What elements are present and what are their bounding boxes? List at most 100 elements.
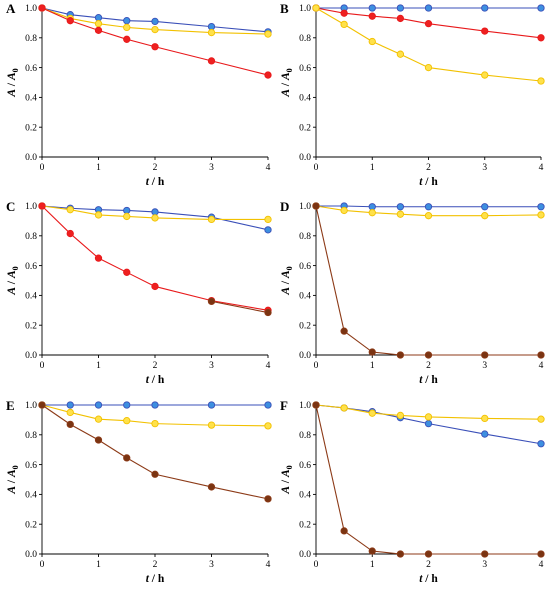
x-tick-label: 2 (153, 163, 158, 173)
series-blue (312, 4, 545, 12)
y-tick-label: 0.4 (25, 491, 37, 501)
data-point (537, 550, 545, 558)
y-axis-label: A / A0 (6, 266, 20, 295)
data-point (481, 71, 489, 79)
x-tick-label: 0 (40, 560, 45, 570)
data-point (424, 19, 433, 28)
x-tick-label: 2 (426, 560, 431, 570)
data-point (424, 203, 433, 211)
y-tick-label: 0.2 (299, 123, 311, 133)
data-point (123, 212, 131, 221)
data-point (481, 212, 489, 220)
y-tick-label: 1.0 (299, 4, 311, 14)
data-point (66, 17, 74, 25)
data-point (264, 215, 272, 224)
x-tick-label: 1 (370, 163, 375, 173)
y-tick-label: 0.8 (25, 34, 37, 44)
data-point (368, 348, 376, 356)
y-tick-label: 0.6 (299, 262, 311, 272)
x-tick-label: 2 (153, 560, 158, 570)
data-point (537, 4, 545, 12)
data-point (123, 454, 131, 462)
data-point (264, 71, 272, 79)
y-tick-label: 1.0 (25, 401, 37, 411)
data-point (368, 12, 376, 20)
data-point (207, 215, 216, 224)
data-point (396, 4, 405, 12)
x-axis-label: t / h (419, 176, 438, 188)
panel-letter: B (280, 1, 289, 16)
y-tick-label: 0.6 (25, 64, 37, 74)
series-brown (207, 297, 272, 317)
data-point (424, 63, 433, 72)
x-tick-label: 3 (209, 361, 214, 371)
y-tick-label: 0.0 (25, 153, 37, 163)
data-point (481, 4, 489, 12)
data-point (424, 419, 433, 428)
x-axis-label: t / h (146, 573, 165, 585)
x-tick-label: 4 (266, 163, 271, 173)
y-axis-label: A / A0 (280, 68, 294, 97)
y-tick-label: 0.0 (299, 550, 311, 560)
y-tick-label: 0.8 (299, 34, 311, 44)
data-point (537, 351, 545, 359)
x-tick-label: 0 (314, 560, 319, 570)
data-point (94, 26, 103, 34)
x-tick-label: 2 (426, 361, 431, 371)
x-tick-label: 2 (153, 361, 158, 371)
data-point (396, 351, 405, 359)
data-point (38, 4, 46, 12)
data-point (537, 34, 545, 42)
data-point (537, 440, 545, 448)
data-point (207, 421, 216, 429)
series-line (41, 404, 269, 500)
data-point (424, 4, 433, 12)
y-tick-label: 0.4 (25, 94, 37, 104)
y-tick-label: 0.2 (299, 321, 311, 331)
panel-letter: F (280, 398, 288, 413)
data-point (264, 30, 272, 38)
x-axis-label: t / h (146, 176, 165, 188)
x-tick-label: 1 (96, 163, 101, 173)
series-line (315, 205, 541, 356)
data-point (123, 416, 131, 425)
y-tick-label: 0.2 (25, 123, 37, 133)
data-point (481, 203, 489, 211)
y-tick-label: 0.0 (299, 153, 311, 163)
panel-letter: D (280, 199, 289, 214)
panel-letter: C (6, 199, 15, 214)
data-point (340, 327, 348, 335)
panel-c: 0.0 0.2 0.4 0.6 0.8 1.0 0 1 2 3 4 Ct / h A / A0 (6, 199, 272, 386)
data-point (396, 50, 405, 58)
panel-e: 0.0 0.2 0.4 0.6 0.8 1.0 0 1 2 3 4 Et / h A / A0 (6, 398, 272, 585)
panel-letter: A (6, 1, 16, 16)
series-brown (38, 401, 272, 503)
data-point (537, 415, 545, 423)
data-point (424, 351, 433, 359)
data-point (66, 420, 74, 429)
y-tick-label: 0.2 (25, 520, 37, 530)
x-tick-label: 4 (539, 361, 544, 371)
data-point (264, 422, 272, 430)
y-axis-label: A / A0 (280, 465, 294, 494)
data-point (340, 527, 348, 535)
data-point (151, 17, 159, 26)
y-tick-label: 0.0 (25, 351, 37, 361)
data-point (123, 23, 131, 32)
x-tick-label: 1 (370, 560, 375, 570)
x-tick-label: 3 (482, 163, 487, 173)
y-tick-label: 0.4 (299, 491, 311, 501)
data-point (368, 203, 376, 211)
y-tick-label: 1.0 (25, 4, 37, 14)
x-tick-label: 0 (314, 163, 319, 173)
data-point (368, 4, 376, 12)
data-point (340, 206, 348, 215)
data-point (66, 401, 74, 409)
panel-b: 0.0 0.2 0.4 0.6 0.8 1.0 0 1 2 3 4 Bt / h A / A0 (280, 1, 545, 188)
x-axis-label: t / h (419, 573, 438, 585)
data-point (66, 229, 74, 238)
y-tick-label: 0.0 (299, 351, 311, 361)
data-point (312, 401, 320, 409)
y-tick-label: 0.2 (25, 321, 37, 331)
y-tick-label: 1.0 (299, 401, 311, 411)
